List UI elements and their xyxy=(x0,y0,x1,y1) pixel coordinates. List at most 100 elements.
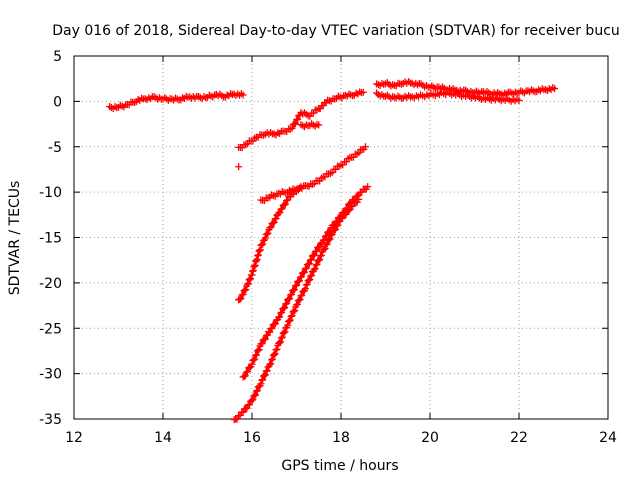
data-point xyxy=(271,320,279,328)
data-point xyxy=(364,183,372,191)
data-point xyxy=(345,207,353,215)
data-point xyxy=(295,277,303,285)
data-point xyxy=(305,260,313,268)
data-point xyxy=(261,335,269,343)
data-point xyxy=(244,368,252,376)
data-point xyxy=(326,170,334,178)
data-point xyxy=(354,192,362,200)
data-point xyxy=(286,295,294,303)
data-point xyxy=(281,304,289,312)
data-point xyxy=(251,355,259,363)
data-point xyxy=(268,356,276,364)
data-point xyxy=(331,226,339,234)
data-point xyxy=(242,286,250,294)
data-point xyxy=(248,360,256,368)
data-point xyxy=(316,256,324,264)
data-point xyxy=(361,143,369,151)
data-point xyxy=(297,273,305,281)
data-point xyxy=(291,286,299,294)
x-tick-label: 22 xyxy=(510,430,528,446)
data-point xyxy=(241,372,249,380)
data-point xyxy=(253,387,261,395)
data-point xyxy=(283,299,291,307)
data-point xyxy=(239,91,247,99)
data-point xyxy=(296,296,304,304)
data-point xyxy=(287,312,295,320)
data-point xyxy=(383,91,391,99)
data-point xyxy=(233,415,241,423)
data-point xyxy=(288,124,296,132)
data-point xyxy=(306,276,314,284)
data-point xyxy=(271,350,279,358)
data-point xyxy=(290,307,298,315)
data-point xyxy=(355,195,363,203)
data-point xyxy=(258,339,266,347)
data-point xyxy=(313,247,321,255)
y-tick-label: -25 xyxy=(39,321,62,337)
data-point xyxy=(519,88,527,96)
data-point xyxy=(302,264,310,272)
data-point xyxy=(316,243,324,251)
x-tick-label: 16 xyxy=(243,430,261,446)
data-point xyxy=(261,371,269,379)
y-tick-label: -20 xyxy=(39,276,62,292)
data-point xyxy=(277,334,285,342)
data-point xyxy=(263,367,271,375)
data-point xyxy=(300,268,308,276)
y-tick-label: -10 xyxy=(39,185,62,201)
data-point xyxy=(268,324,276,332)
data-point xyxy=(273,345,281,353)
data-point xyxy=(272,346,280,354)
data-point xyxy=(276,339,284,347)
data-point xyxy=(417,80,425,88)
data-point xyxy=(268,355,276,363)
data-point xyxy=(280,329,288,337)
data-point xyxy=(373,89,381,97)
data-marks xyxy=(106,78,559,424)
data-point xyxy=(321,244,329,252)
y-axis-label: SDTVAR / TECUs xyxy=(7,181,23,296)
data-point xyxy=(259,240,267,248)
data-point xyxy=(207,92,215,100)
data-point xyxy=(264,229,272,237)
y-tick-label: -5 xyxy=(48,140,62,156)
data-point xyxy=(266,328,274,336)
data-point xyxy=(267,360,275,368)
data-point xyxy=(353,150,361,158)
data-point xyxy=(308,271,316,279)
data-point xyxy=(245,401,253,409)
data-point xyxy=(266,361,274,369)
axis-ticks: 12 14 16 18 20 22 24 5 0 -5 -10 -15 -20 -25 -30 -35 xyxy=(39,49,617,446)
data-point xyxy=(313,260,321,268)
data-point xyxy=(285,317,293,325)
data-point xyxy=(237,295,245,303)
x-tick-label: 20 xyxy=(421,430,439,446)
data-point xyxy=(259,376,267,384)
data-point xyxy=(303,280,311,288)
data-point xyxy=(270,351,278,359)
data-point xyxy=(328,230,336,238)
x-axis-label: GPS time / hours xyxy=(281,458,398,474)
data-point xyxy=(276,338,284,346)
data-point xyxy=(288,290,296,298)
grid-lines xyxy=(74,56,608,419)
data-point xyxy=(298,291,306,299)
data-point xyxy=(254,346,262,354)
x-tick-label: 18 xyxy=(332,430,350,446)
data-point xyxy=(359,88,367,96)
data-point xyxy=(252,351,260,359)
data-point xyxy=(284,321,292,329)
data-point xyxy=(294,115,302,123)
data-point xyxy=(286,316,294,324)
data-point xyxy=(118,102,126,110)
data-point xyxy=(250,356,258,364)
data-point xyxy=(322,241,330,249)
data-point xyxy=(270,218,278,226)
y-tick-label: -30 xyxy=(39,367,62,383)
data-point xyxy=(255,346,263,354)
data-point xyxy=(278,309,286,317)
data-point xyxy=(291,119,299,127)
data-point xyxy=(281,328,289,336)
data-point xyxy=(297,183,305,191)
data-point xyxy=(278,205,286,213)
